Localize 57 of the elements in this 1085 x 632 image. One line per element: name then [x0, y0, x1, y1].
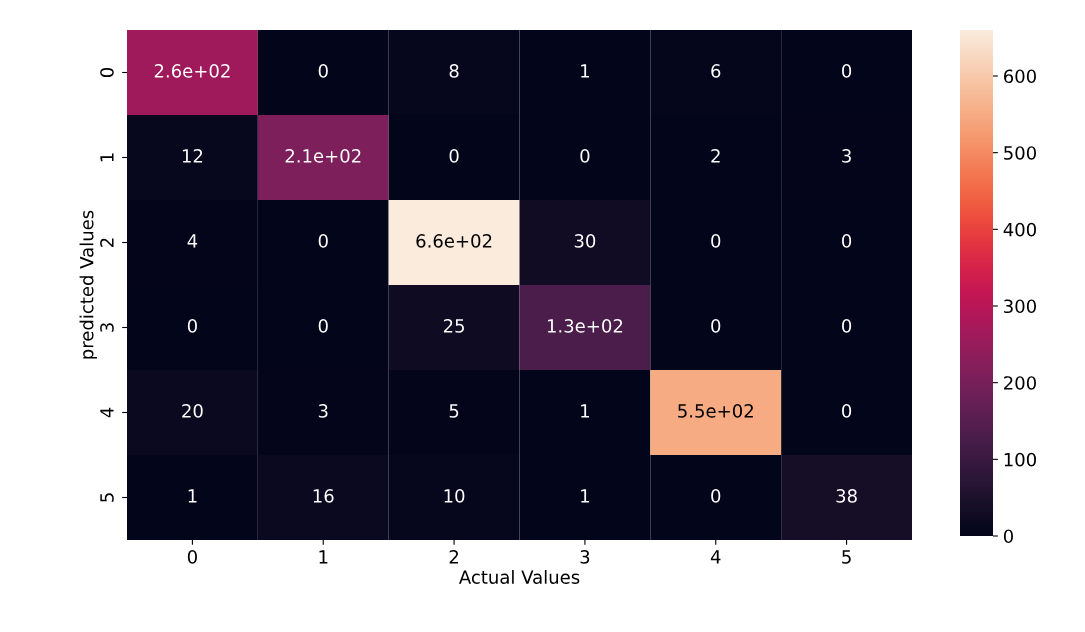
y-tick-label: 2: [100, 238, 114, 247]
data-label: 16: [313, 489, 334, 503]
y-axis-title: predicted Values: [79, 210, 98, 359]
color-bar-label: 200: [1004, 376, 1036, 390]
y-tick-label: 0: [100, 67, 114, 78]
color-bar-label: 600: [1003, 69, 1036, 84]
data-label: 3: [318, 404, 328, 418]
x-tick-label: 2: [449, 550, 459, 564]
data-label: 0: [580, 149, 590, 163]
x-tick-label: 0: [187, 550, 197, 564]
data-label: 6: [711, 64, 721, 78]
data-label: 1: [188, 489, 197, 503]
x-tick-label: 1: [319, 550, 328, 564]
data-label: 1: [581, 489, 589, 503]
y-tick-label: 4: [100, 407, 114, 418]
data-label: 0: [711, 489, 721, 503]
data-label: 2.6e+02: [154, 64, 230, 78]
x-tick-label: 4: [710, 550, 721, 564]
data-label: 0: [711, 319, 721, 333]
y-tick-label: 1: [100, 153, 114, 162]
color-bar-label: 400: [1003, 222, 1036, 237]
data-label: 30: [574, 234, 596, 248]
data-label: 1: [581, 404, 589, 418]
data-label: 25: [443, 319, 464, 333]
data-label: 0: [449, 149, 459, 163]
data-label: 10: [444, 489, 465, 503]
data-label: 1.3e+02: [547, 319, 623, 333]
data-label: 5.5e+02: [678, 404, 753, 418]
data-label: 0: [318, 319, 328, 333]
data-label: 8: [449, 64, 459, 78]
data-label: 3: [842, 149, 851, 163]
color-bar-label: 100: [1004, 452, 1036, 467]
y-tick-label: 5: [100, 493, 114, 502]
data-label: 0: [842, 404, 852, 418]
data-label: 4: [187, 234, 198, 248]
x-tick-label: 3: [580, 550, 590, 564]
data-label: 1: [581, 64, 589, 78]
data-label: 38: [836, 489, 857, 503]
data-label: 20: [182, 404, 203, 418]
data-label: 2.1e+02: [285, 149, 361, 163]
x-axis-title: Actual Values: [458, 569, 580, 584]
color-bar-label: 500: [1004, 146, 1036, 160]
data-label: 0: [842, 319, 852, 333]
data-label: 0: [842, 64, 852, 78]
data-label: 12: [182, 149, 203, 163]
data-label: 0: [318, 234, 328, 248]
data-label: 2: [711, 149, 720, 163]
data-label: 0: [842, 234, 852, 248]
x-tick-label: 5: [842, 550, 851, 564]
data-label: 5: [449, 404, 459, 418]
color-bar-label: 300: [1004, 299, 1036, 314]
data-label: 0: [187, 319, 197, 333]
y-tick-label: 3: [100, 323, 114, 332]
color-bar-label: 0: [1003, 529, 1014, 544]
data-label: 6.6e+02: [416, 234, 492, 248]
data-label: 0: [318, 64, 328, 78]
data-label: 0: [711, 234, 721, 248]
